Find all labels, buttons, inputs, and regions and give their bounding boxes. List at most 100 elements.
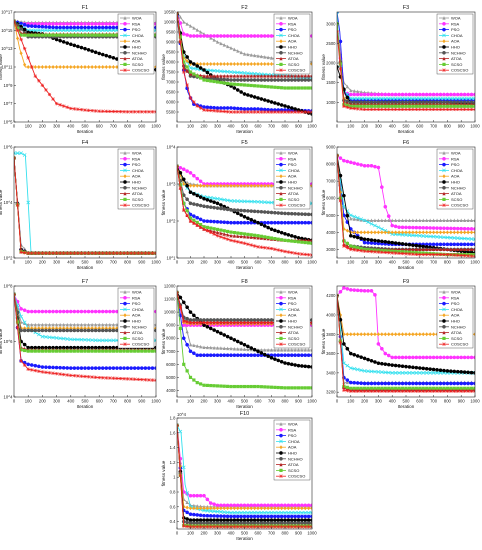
- legend-entry-f4-choa: CHOA: [132, 168, 144, 173]
- x-tick-label-f2: 100: [187, 124, 195, 129]
- panel-title-f4: F4: [82, 140, 88, 146]
- panel-f1: 0 100 200 300 400 500 600 700 800 900 1000 10^5 10^7…: [0, 5, 161, 134]
- x-tick-label-f10: 200: [201, 531, 209, 536]
- legend-entry-f5-choa: CHOA: [288, 168, 300, 173]
- legend-entry-f8-scso: SCSO: [288, 336, 299, 341]
- legend-entry-f1-aoa: AOA: [132, 39, 141, 44]
- x-tick-label-f7: 600: [96, 399, 104, 404]
- x-tick-label-f7: 200: [39, 399, 47, 404]
- y-axis-label-f3: fitness value: [321, 54, 326, 80]
- y-multiplier-f10: 10^4: [177, 412, 187, 417]
- x-axis-label-f8: Iteration: [236, 404, 253, 409]
- x-tick-label-f6: 600: [416, 260, 424, 265]
- legend-entry-f5-aoa: AOA: [288, 174, 297, 179]
- x-tick-label-f3: 300: [375, 124, 383, 129]
- x-tick-label-f9: 900: [458, 399, 466, 404]
- legend-entry-f1-hho: HHO: [132, 45, 141, 50]
- x-tick-label-f6: 1000: [470, 260, 480, 265]
- x-tick-label-f7: 1000: [151, 399, 161, 404]
- legend-entry-f3-hho: HHO: [451, 45, 460, 50]
- y-tick-label-f2: 7000: [166, 80, 176, 85]
- panel-f3: 0 100 200 300 400 500 600 700 800 900 1000 1000 1500…: [321, 5, 480, 134]
- x-tick-label-f3: 700: [430, 124, 438, 129]
- y-axis-label-f2: fitness value: [161, 54, 166, 80]
- x-tick-label-f5: 300: [214, 260, 222, 265]
- series-markers-f9-pso: [337, 293, 475, 386]
- legend-entry-f9-rsa: RSA: [451, 295, 460, 300]
- legend-entry-f3-aoa: AOA: [451, 39, 460, 44]
- y-tick-label-f1: 10^9: [4, 83, 14, 88]
- series-markers-f2-coscso: [177, 12, 312, 114]
- x-tick-label-f4: 400: [67, 260, 75, 265]
- legend-entry-f5-atoa: ATOA: [288, 191, 299, 196]
- legend-entry-f8-coscso: COSCSO: [288, 342, 305, 347]
- x-tick-label-f10: 1000: [307, 531, 317, 536]
- series-markers-f7-coscso: [14, 292, 156, 383]
- y-tick-label-f10: 0.4: [170, 519, 176, 524]
- legend-entry-f6-aoa: AOA: [451, 174, 460, 179]
- x-tick-label-f10: 500: [241, 531, 249, 536]
- x-tick-label-f3: 500: [403, 124, 411, 129]
- y-tick-label-f2: 8500: [166, 50, 176, 55]
- legend-entry-f3-pso: PSO: [451, 27, 459, 32]
- legend-entry-f2-nchho: NCHHO: [288, 50, 303, 55]
- legend-entry-f9-woa: WOA: [451, 290, 461, 295]
- y-tick-label-f8: 8000: [166, 336, 176, 341]
- y-tick-label-f3: 2000: [326, 61, 336, 66]
- legend-entry-f8-nchho: NCHHO: [288, 324, 303, 329]
- y-tick-label-f2: 9000: [166, 40, 176, 45]
- y-tick-label-f6: 7000: [326, 179, 336, 184]
- legend-entry-f1-rsa: RSA: [132, 21, 141, 26]
- series-group-f9: [337, 286, 475, 393]
- x-tick-label-f2: 200: [201, 124, 209, 129]
- x-tick-label-f3: 200: [361, 124, 369, 129]
- x-tick-label-f10: 600: [255, 531, 263, 536]
- x-tick-label-f8: 400: [228, 399, 236, 404]
- series-markers-f7-pso: [14, 292, 156, 370]
- x-axis-label-f10: Iteration: [236, 536, 253, 541]
- series-markers-f9-coscso: [337, 293, 475, 393]
- x-tick-label-f4: 300: [53, 260, 61, 265]
- legend-entry-f5-scso: SCSO: [288, 197, 299, 202]
- legend-entry-f8-pso: PSO: [288, 301, 296, 306]
- series-markers-f6-aoa: [337, 153, 475, 235]
- series-markers-f5-pso: [177, 164, 312, 225]
- series-group-f7: [14, 292, 156, 383]
- y-tick-label-f8: 6000: [166, 362, 176, 367]
- x-tick-label-f1: 200: [39, 124, 47, 129]
- legend-entry-f4-atoa: ATOA: [132, 191, 143, 196]
- legend-entry-f5-pso: PSO: [288, 162, 296, 167]
- y-tick-label-f5: 10^3: [167, 182, 177, 187]
- x-tick-label-f6: 900: [458, 260, 466, 265]
- x-axis-label-f5: Iteration: [236, 265, 253, 270]
- series-markers-f2-scso: [177, 12, 312, 90]
- legend-entry-f9-nchho: NCHHO: [451, 324, 466, 329]
- y-tick-label-f4: 10^2: [4, 256, 14, 261]
- y-tick-label-f3: 1500: [326, 80, 336, 85]
- y-tick-label-f5: 10^1: [167, 256, 177, 261]
- legend-entry-f6-rsa: RSA: [451, 156, 460, 161]
- panel-f8: 0 100 200 300 400 500 600 700 800 900 1000 4000 5000…: [161, 279, 317, 409]
- legend-entry-f6-choa: CHOA: [451, 168, 463, 173]
- y-tick-label-f10: 0.8: [170, 490, 176, 495]
- y-tick-label-f6: 9000: [326, 145, 336, 150]
- x-tick-label-f5: 500: [241, 260, 249, 265]
- y-tick-label-f6: 8000: [326, 162, 336, 167]
- series-group-f6: [337, 153, 475, 258]
- y-tick-label-f2: 9500: [166, 30, 176, 35]
- legend-entry-f6-nchho: NCHHO: [451, 185, 466, 190]
- legend-entry-f3-rsa: RSA: [451, 21, 460, 26]
- y-tick-label-f10: 1.2: [170, 460, 176, 465]
- y-tick-label-f9: 3200: [326, 390, 336, 395]
- series-group-f4: [14, 151, 156, 256]
- panel-title-f10: F10: [240, 411, 249, 417]
- x-tick-label-f10: 700: [268, 531, 276, 536]
- panel-title-f1: F1: [82, 5, 88, 11]
- legend-entry-f9-pso: PSO: [451, 301, 459, 306]
- x-tick-label-f4: 100: [25, 260, 33, 265]
- legend-entry-f8-hho: HHO: [288, 319, 297, 324]
- x-tick-label-f7: 100: [25, 399, 33, 404]
